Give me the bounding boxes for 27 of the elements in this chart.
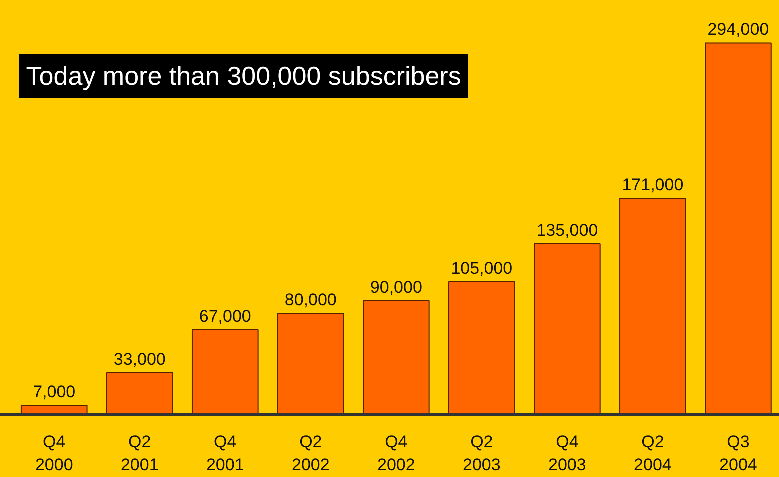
x-tick-label: Q4 2003 <box>548 432 586 474</box>
bar <box>277 312 344 414</box>
data-label: 80,000 <box>284 290 337 310</box>
x-tick-label: Q4 2000 <box>35 432 74 474</box>
x-tick-label: Q2 2003 <box>463 432 501 474</box>
x-tick-label: Q2 2002 <box>292 432 330 474</box>
x-tick-label: Q4 2002 <box>378 432 416 474</box>
data-label: 33,000 <box>114 350 166 369</box>
x-tick-label: Q3 2004 <box>720 432 758 474</box>
x-tick-label: Q2 2001 <box>120 432 159 474</box>
x-tick-label: Q4 2001 <box>206 432 244 474</box>
data-label: 294,000 <box>708 20 770 40</box>
bar <box>705 42 772 414</box>
data-label: 171,000 <box>622 176 684 195</box>
bar <box>620 198 686 414</box>
bar <box>534 244 601 414</box>
data-label: 90,000 <box>370 278 422 297</box>
bar <box>106 372 174 414</box>
data-label: 135,000 <box>536 221 598 240</box>
x-tick-label: Q2 2004 <box>634 432 672 474</box>
text: Today more than 300,000 subscribers <box>26 61 462 92</box>
bar <box>362 300 430 414</box>
bar <box>448 281 516 414</box>
data-label: 7,000 <box>33 382 76 402</box>
data-label: 105,000 <box>451 258 513 278</box>
data-label: 67,000 <box>199 306 252 326</box>
bar <box>192 329 259 414</box>
